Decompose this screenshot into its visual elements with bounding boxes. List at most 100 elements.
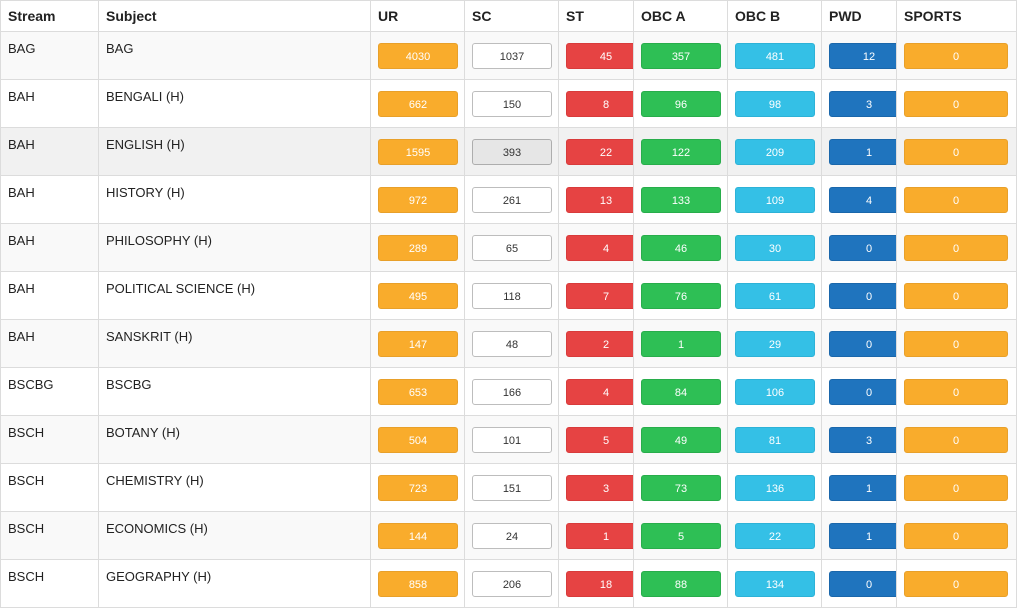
- sports-count-button[interactable]: 0: [904, 138, 1008, 165]
- obc-a-count-button[interactable]: 5: [641, 522, 721, 549]
- obc-b-count-button[interactable]: 136: [735, 474, 815, 501]
- sc-cell: 24: [464, 511, 559, 560]
- obc-b-count-button[interactable]: 109: [735, 186, 815, 213]
- obc-b-count-button[interactable]: 98: [735, 90, 815, 117]
- pwd-count-button[interactable]: 3: [829, 426, 909, 453]
- subject-cell: BOTANY (H): [98, 415, 371, 464]
- header-row: Stream Subject UR SC ST OBC A OBC B PWD …: [0, 0, 1017, 32]
- sports-count-button[interactable]: 0: [904, 474, 1008, 501]
- stream-cell: BSCH: [0, 415, 99, 464]
- obc-b-count-button[interactable]: 81: [735, 426, 815, 453]
- sc-count-button[interactable]: 261: [472, 186, 552, 213]
- sc-count-button[interactable]: 151: [472, 474, 552, 501]
- sc-count-button[interactable]: 118: [472, 282, 552, 309]
- ur-count-button[interactable]: 653: [378, 378, 458, 405]
- ur-count-button[interactable]: 504: [378, 426, 458, 453]
- stream-cell: BSCBG: [0, 367, 99, 416]
- ur-count-button[interactable]: 972: [378, 186, 458, 213]
- subject-cell: PHILOSOPHY (H): [98, 223, 371, 272]
- pwd-cell: 1: [821, 463, 909, 512]
- ur-cell: 1595: [370, 127, 465, 176]
- sc-count-button[interactable]: 393: [472, 138, 552, 165]
- pwd-count-button[interactable]: 1: [829, 474, 909, 501]
- obca-cell: 88: [633, 559, 728, 608]
- sports-count-button[interactable]: 0: [904, 378, 1008, 405]
- st-count-button[interactable]: 22: [566, 138, 646, 165]
- ur-count-button[interactable]: 4030: [378, 42, 458, 69]
- obc-b-count-button[interactable]: 106: [735, 378, 815, 405]
- sports-count-button[interactable]: 0: [904, 42, 1008, 69]
- st-count-button[interactable]: 13: [566, 186, 646, 213]
- sc-count-button[interactable]: 48: [472, 330, 552, 357]
- table-row: BAH PHILOSOPHY (H) 289 65 4 46 30 0 0: [0, 223, 1017, 272]
- sc-count-button[interactable]: 101: [472, 426, 552, 453]
- obc-a-count-button[interactable]: 88: [641, 570, 721, 597]
- obc-b-count-button[interactable]: 209: [735, 138, 815, 165]
- obc-a-count-button[interactable]: 46: [641, 234, 721, 261]
- sc-cell: 393: [464, 127, 559, 176]
- sc-count-button[interactable]: 166: [472, 378, 552, 405]
- stream-cell: BSCH: [0, 559, 99, 608]
- stream-cell: BAH: [0, 79, 99, 128]
- obc-b-count-button[interactable]: 22: [735, 522, 815, 549]
- pwd-count-button[interactable]: 0: [829, 378, 909, 405]
- obc-b-count-button[interactable]: 481: [735, 42, 815, 69]
- obc-a-count-button[interactable]: 96: [641, 90, 721, 117]
- obc-a-count-button[interactable]: 1: [641, 330, 721, 357]
- obc-a-count-button[interactable]: 49: [641, 426, 721, 453]
- sports-count-button[interactable]: 0: [904, 234, 1008, 261]
- obca-cell: 357: [633, 31, 728, 80]
- obc-a-count-button[interactable]: 73: [641, 474, 721, 501]
- sports-count-button[interactable]: 0: [904, 426, 1008, 453]
- ur-count-button[interactable]: 495: [378, 282, 458, 309]
- table-row: BAH ENGLISH (H) 1595 393 22 122 209 1 0: [0, 127, 1017, 176]
- ur-count-button[interactable]: 662: [378, 90, 458, 117]
- st-count-button[interactable]: 4: [566, 234, 646, 261]
- ur-count-button[interactable]: 289: [378, 234, 458, 261]
- obc-a-count-button[interactable]: 84: [641, 378, 721, 405]
- pwd-count-button[interactable]: 1: [829, 138, 909, 165]
- obc-b-count-button[interactable]: 30: [735, 234, 815, 261]
- stream-cell: BAH: [0, 271, 99, 320]
- ur-count-button[interactable]: 1595: [378, 138, 458, 165]
- sc-count-button[interactable]: 24: [472, 522, 552, 549]
- obc-a-count-button[interactable]: 357: [641, 42, 721, 69]
- st-count-button[interactable]: 3: [566, 474, 646, 501]
- ur-count-button[interactable]: 723: [378, 474, 458, 501]
- pwd-count-button[interactable]: 0: [829, 330, 909, 357]
- pwd-count-button[interactable]: 0: [829, 234, 909, 261]
- ur-count-button[interactable]: 147: [378, 330, 458, 357]
- st-count-button[interactable]: 45: [566, 42, 646, 69]
- stream-cell: BSCH: [0, 463, 99, 512]
- ur-count-button[interactable]: 144: [378, 522, 458, 549]
- st-count-button[interactable]: 8: [566, 90, 646, 117]
- obc-b-count-button[interactable]: 134: [735, 570, 815, 597]
- sports-count-button[interactable]: 0: [904, 330, 1008, 357]
- sc-count-button[interactable]: 1037: [472, 42, 552, 69]
- st-count-button[interactable]: 4: [566, 378, 646, 405]
- sports-count-button[interactable]: 0: [904, 186, 1008, 213]
- st-cell: 5: [558, 415, 646, 464]
- obc-b-count-button[interactable]: 61: [735, 282, 815, 309]
- sc-count-button[interactable]: 150: [472, 90, 552, 117]
- sports-count-button[interactable]: 0: [904, 570, 1008, 597]
- st-count-button[interactable]: 7: [566, 282, 646, 309]
- pwd-count-button[interactable]: 12: [829, 42, 909, 69]
- sports-count-button[interactable]: 0: [904, 282, 1008, 309]
- st-cell: 7: [558, 271, 646, 320]
- sc-count-button[interactable]: 206: [472, 570, 552, 597]
- sports-count-button[interactable]: 0: [904, 90, 1008, 117]
- obcb-cell: 106: [727, 367, 822, 416]
- table-row: BSCH ECONOMICS (H) 144 24 1 5 22 1 0: [0, 511, 1017, 560]
- obc-a-count-button[interactable]: 133: [641, 186, 721, 213]
- obc-a-count-button[interactable]: 122: [641, 138, 721, 165]
- sc-count-button[interactable]: 65: [472, 234, 552, 261]
- ur-count-button[interactable]: 858: [378, 570, 458, 597]
- column-header-obc-a: OBC A: [633, 0, 728, 32]
- obc-b-count-button[interactable]: 29: [735, 330, 815, 357]
- sports-count-button[interactable]: 0: [904, 522, 1008, 549]
- pwd-cell: 0: [821, 559, 909, 608]
- pwd-count-button[interactable]: 4: [829, 186, 909, 213]
- pwd-cell: 0: [821, 271, 909, 320]
- obc-a-count-button[interactable]: 76: [641, 282, 721, 309]
